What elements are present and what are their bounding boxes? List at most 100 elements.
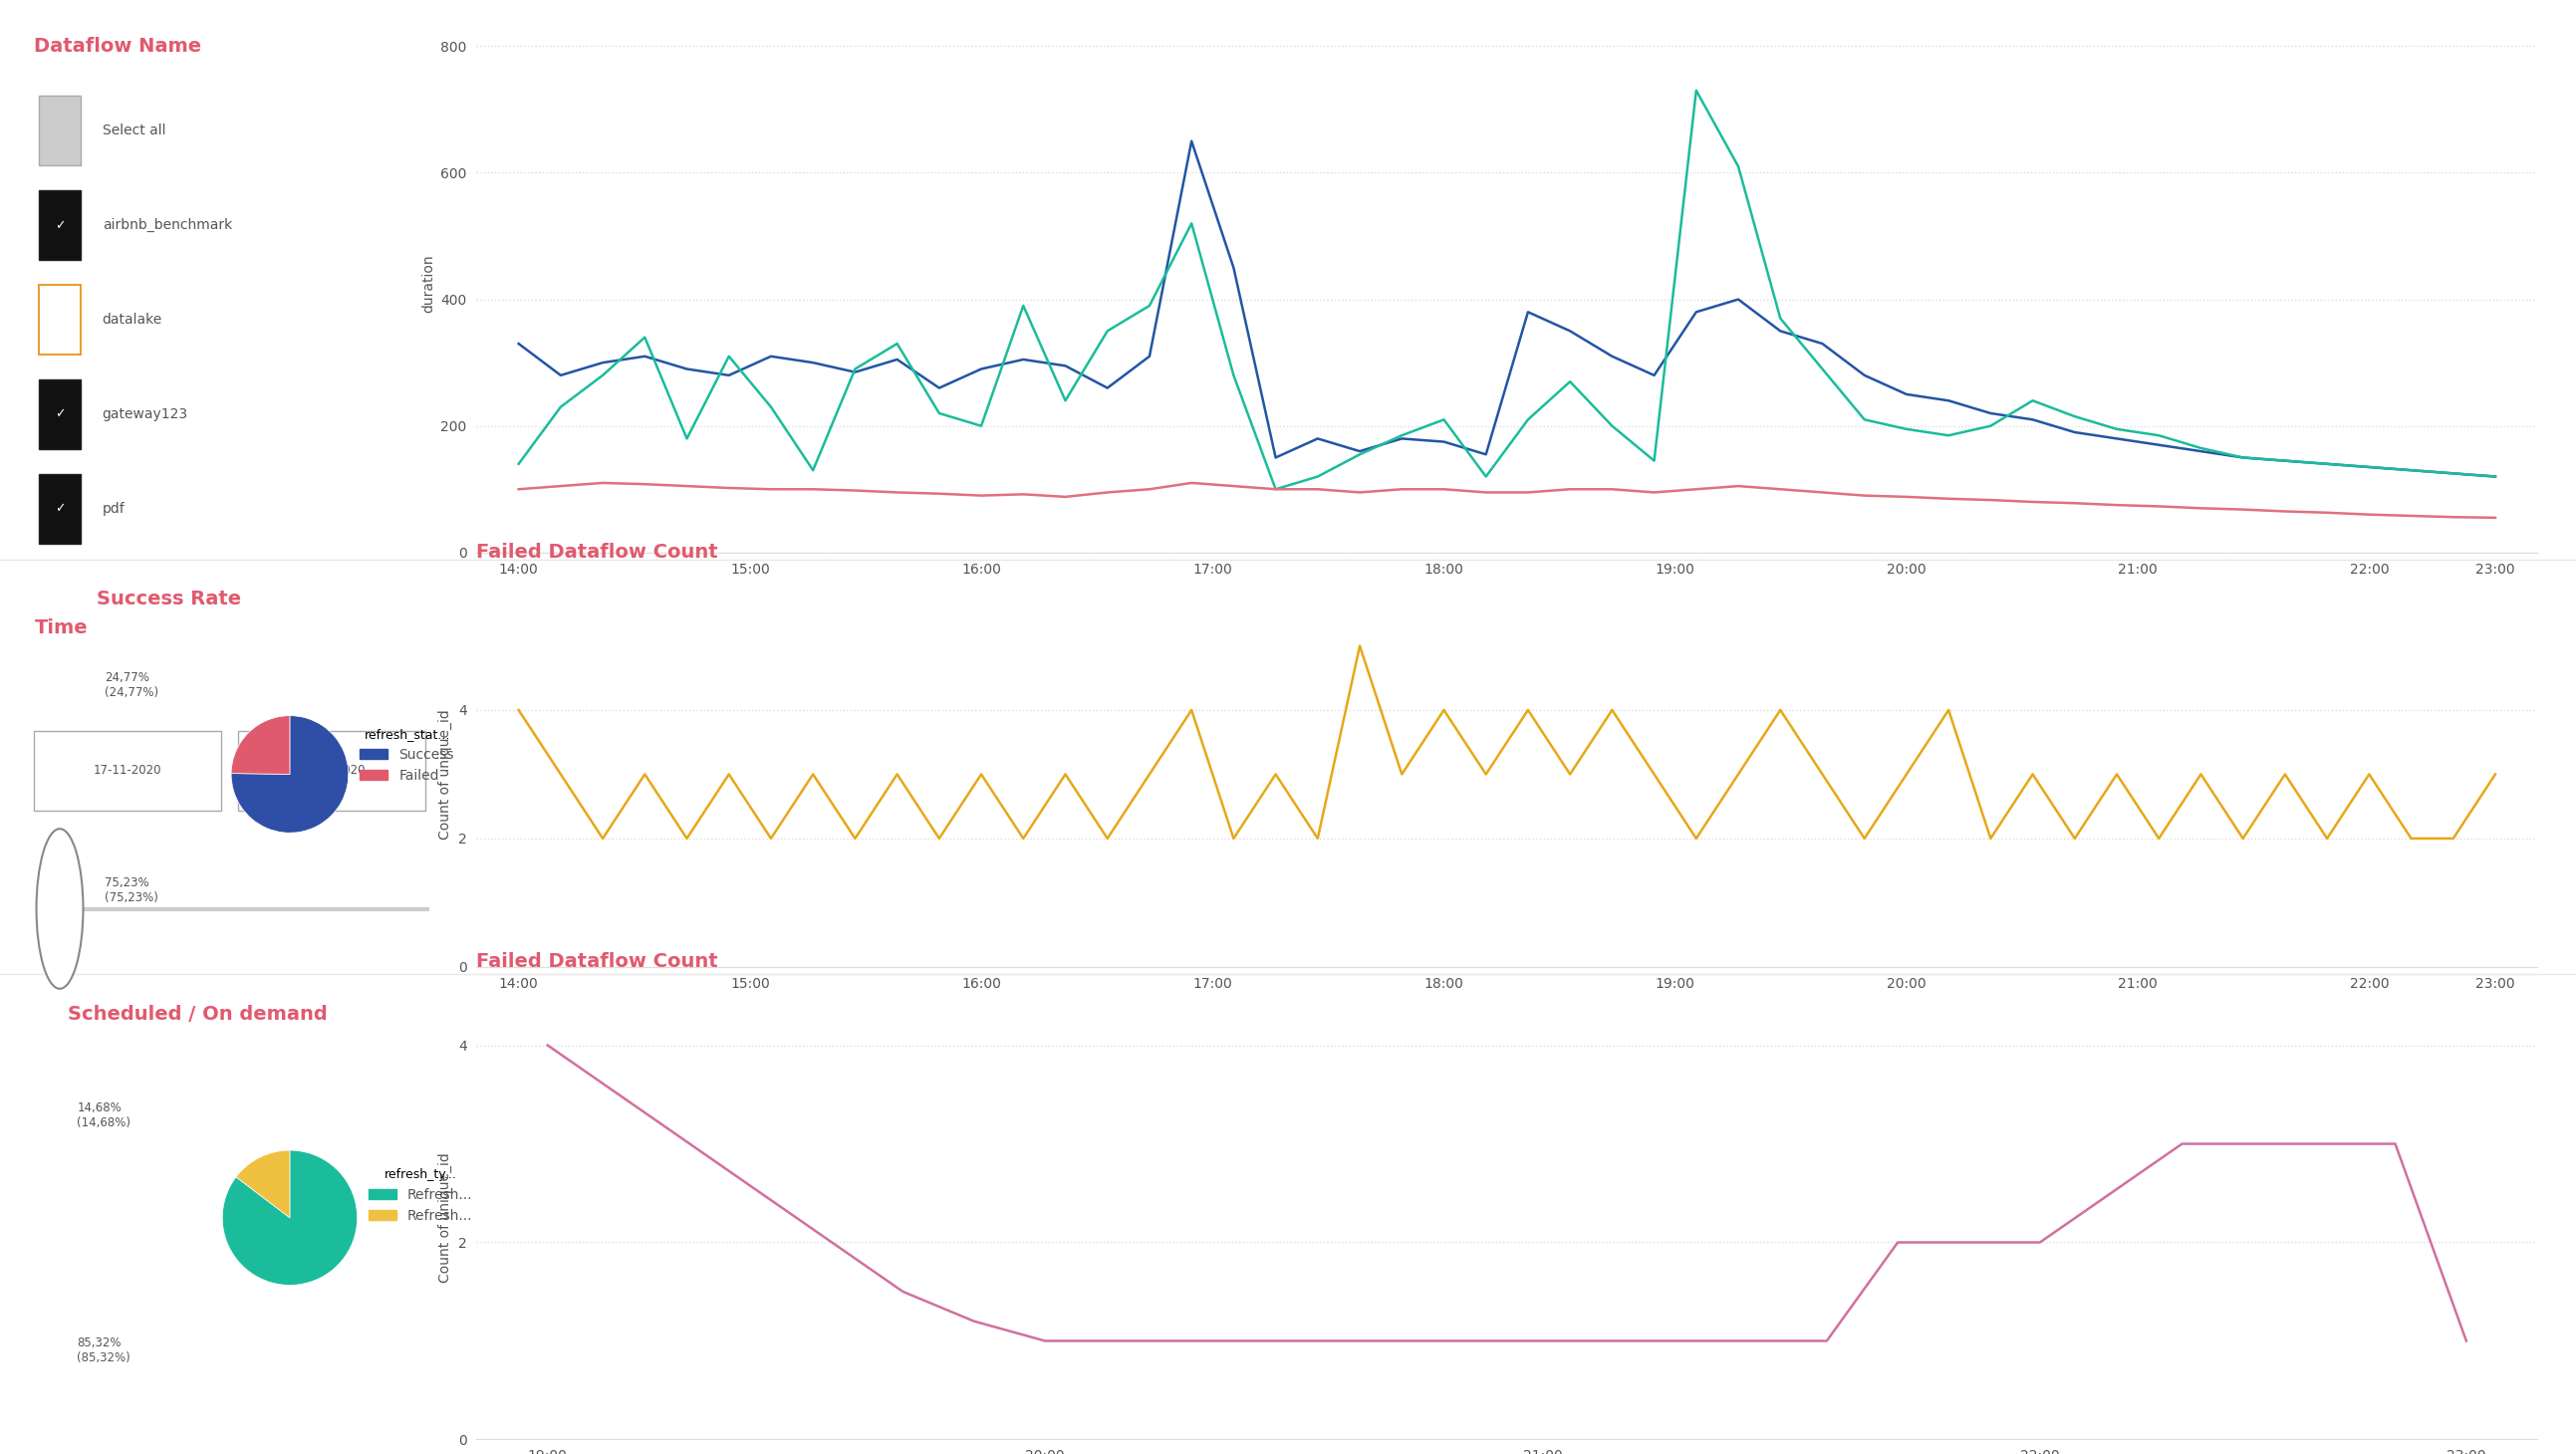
- pdf: [1218, 477, 1249, 494]
- Text: 17-11-2020: 17-11-2020: [93, 765, 162, 776]
- Text: Scheduled / On demand: Scheduled / On demand: [67, 1005, 327, 1024]
- Text: Success Rate: Success Rate: [98, 589, 242, 608]
- airbnb_benchmark: [1932, 393, 1963, 410]
- gateway123: [1260, 480, 1291, 497]
- gateway123: [1806, 361, 1837, 378]
- Text: 85,32%
(85,32%): 85,32% (85,32%): [77, 1336, 131, 1365]
- airbnb_benchmark: [1553, 323, 1584, 340]
- gateway123: [1345, 446, 1376, 464]
- Text: pdf: pdf: [103, 502, 124, 516]
- airbnb_benchmark: [1007, 350, 1038, 368]
- airbnb_benchmark: [1638, 366, 1669, 384]
- airbnb_benchmark: [1051, 358, 1082, 375]
- gateway123: [1430, 411, 1461, 429]
- Legend: Refresh..., Refresh...: Refresh..., Refresh...: [363, 1163, 479, 1229]
- gateway123: [546, 398, 577, 416]
- pdf: [1638, 484, 1669, 502]
- gateway123: [925, 404, 956, 422]
- pdf: [1932, 490, 1963, 507]
- airbnb_benchmark: [1806, 334, 1837, 352]
- airbnb_benchmark: [2396, 461, 2427, 478]
- gateway123: [2311, 455, 2342, 473]
- pdf: [587, 474, 618, 491]
- pdf: [2396, 507, 2427, 525]
- gateway123: [1303, 468, 1334, 486]
- pdf: [925, 486, 956, 503]
- gateway123: [2396, 461, 2427, 478]
- pdf: [1891, 489, 1922, 506]
- X-axis label: start_time (bins): start_time (bins): [1450, 996, 1564, 1011]
- Line: airbnb_benchmark: airbnb_benchmark: [518, 141, 2496, 477]
- gateway123: [966, 417, 997, 435]
- airbnb_benchmark: [629, 348, 659, 365]
- gateway123: [755, 398, 786, 416]
- Text: ✓: ✓: [54, 220, 64, 231]
- pdf: [2269, 503, 2300, 521]
- Text: datalake: datalake: [103, 313, 162, 327]
- pdf: [2437, 509, 2468, 526]
- gateway123: [1177, 215, 1208, 233]
- pdf: [840, 481, 871, 499]
- airbnb_benchmark: [1386, 430, 1417, 448]
- airbnb_benchmark: [2143, 436, 2174, 454]
- FancyBboxPatch shape: [33, 731, 222, 811]
- Text: airbnb_benchmark: airbnb_benchmark: [103, 218, 232, 233]
- pdf: [2481, 509, 2512, 526]
- Text: ✓: ✓: [54, 503, 64, 515]
- gateway123: [799, 461, 829, 478]
- pdf: [672, 477, 703, 494]
- airbnb_benchmark: [1680, 304, 1710, 321]
- Text: Failed Dataflow Count: Failed Dataflow Count: [477, 542, 719, 563]
- X-axis label: start_time: start_time: [1471, 582, 1543, 596]
- Text: 17-11-2020: 17-11-2020: [299, 765, 366, 776]
- gateway123: [1512, 411, 1543, 429]
- airbnb_benchmark: [1430, 433, 1461, 451]
- gateway123: [1092, 323, 1123, 340]
- pdf: [1723, 477, 1754, 494]
- pdf: [1806, 484, 1837, 502]
- Text: Select all: Select all: [103, 124, 165, 138]
- gateway123: [2058, 407, 2089, 425]
- airbnb_benchmark: [1850, 366, 1880, 384]
- airbnb_benchmark: [2354, 458, 2385, 475]
- pdf: [546, 477, 577, 494]
- airbnb_benchmark: [925, 379, 956, 397]
- pdf: [2143, 497, 2174, 515]
- gateway123: [881, 334, 912, 352]
- pdf: [1133, 480, 1164, 497]
- FancyBboxPatch shape: [240, 731, 425, 811]
- pdf: [966, 487, 997, 505]
- gateway123: [1765, 310, 1795, 327]
- FancyBboxPatch shape: [39, 379, 80, 449]
- pdf: [1680, 480, 1710, 497]
- airbnb_benchmark: [502, 334, 533, 352]
- airbnb_benchmark: [1345, 442, 1376, 459]
- gateway123: [2481, 468, 2512, 486]
- airbnb_benchmark: [1177, 132, 1208, 150]
- airbnb_benchmark: [1597, 348, 1628, 365]
- pdf: [1051, 489, 1082, 506]
- pdf: [2354, 506, 2385, 523]
- pdf: [2017, 493, 2048, 510]
- Wedge shape: [222, 1150, 358, 1285]
- pdf: [2228, 500, 2259, 518]
- airbnb_benchmark: [2184, 442, 2215, 459]
- pdf: [1765, 480, 1795, 497]
- airbnb_benchmark: [881, 350, 912, 368]
- Line: pdf: pdf: [518, 483, 2496, 518]
- airbnb_benchmark: [2102, 430, 2133, 448]
- FancyBboxPatch shape: [39, 474, 80, 544]
- pdf: [755, 480, 786, 497]
- airbnb_benchmark: [1133, 348, 1164, 365]
- gateway123: [1471, 468, 1502, 486]
- pdf: [1430, 480, 1461, 497]
- airbnb_benchmark: [1765, 323, 1795, 340]
- Text: gateway123: gateway123: [103, 407, 188, 422]
- airbnb_benchmark: [840, 364, 871, 381]
- pdf: [1260, 480, 1291, 497]
- airbnb_benchmark: [2311, 455, 2342, 473]
- airbnb_benchmark: [546, 366, 577, 384]
- gateway123: [2184, 439, 2215, 457]
- gateway123: [1891, 420, 1922, 438]
- pdf: [881, 484, 912, 502]
